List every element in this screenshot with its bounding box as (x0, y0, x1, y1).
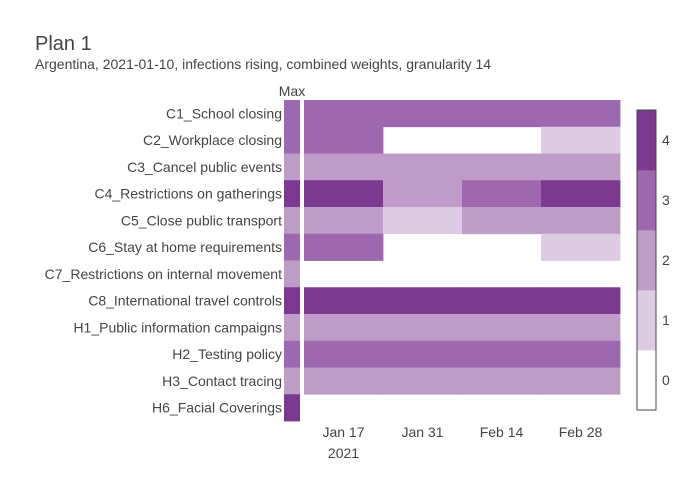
heatmap-cell (383, 340, 463, 368)
heatmap-cell (304, 180, 384, 208)
x-tick-label: Jan 31 (401, 424, 443, 440)
row-label: C6_Stay at home requirements (88, 239, 282, 255)
colorbar-segment (637, 350, 656, 411)
x-tick-label: Feb 14 (480, 424, 524, 440)
max-column-label: Max (279, 83, 305, 99)
colorbar-tick-label: 1 (662, 312, 670, 328)
heatmap-cell (541, 100, 621, 128)
max-cell (284, 367, 300, 395)
heatmap-cell (541, 126, 621, 154)
row-label: C7_Restrictions on internal movement (45, 266, 282, 282)
heatmap-cell (462, 367, 542, 395)
heatmap-cell (383, 180, 463, 208)
x-tick-sublabel: 2021 (328, 445, 359, 461)
x-tick-label: Feb 28 (559, 424, 603, 440)
max-column (284, 100, 300, 422)
heatmap-cell (383, 100, 463, 128)
heatmap-cell (541, 180, 621, 208)
colorbar-segment (637, 170, 656, 231)
heatmap-cell (383, 153, 463, 181)
max-cell (284, 394, 300, 422)
max-cell (284, 233, 300, 261)
heatmap-cell (304, 340, 384, 368)
row-label: H1_Public information campaigns (73, 319, 282, 335)
chart-title: Plan 1 (35, 33, 92, 55)
heatmap-cell (304, 207, 384, 235)
heatmap-cell (462, 287, 542, 315)
heatmap-cell (462, 100, 542, 128)
heatmap-cell (541, 153, 621, 181)
heatmap-cell (304, 100, 384, 128)
row-label: H6_Facial Coverings (152, 400, 282, 416)
row-label: C8_International travel controls (88, 293, 282, 309)
heatmap-cell (462, 180, 542, 208)
heatmap-cell (383, 367, 463, 395)
max-cell (284, 260, 300, 288)
chart-subtitle: Argentina, 2021-01-10, infections rising… (35, 56, 491, 72)
x-tick-label: Jan 17 (322, 424, 364, 440)
x-axis: Jan 17 2021 Jan 31 Feb 14 Feb 28 (322, 424, 602, 461)
colorbar-segment (637, 110, 656, 171)
row-label: C3_Cancel public events (127, 159, 282, 175)
heatmap-cell (541, 340, 621, 368)
heatmap-cell (541, 233, 621, 261)
heatmap-cell (304, 287, 384, 315)
heatmap-cell (541, 207, 621, 235)
colorbar-segment (637, 290, 656, 351)
row-label: C2_Workplace closing (143, 132, 282, 148)
row-label: C1_School closing (166, 105, 282, 121)
row-label: C4_Restrictions on gatherings (94, 186, 282, 202)
heatmap-cell (541, 367, 621, 395)
row-label: C5_Close public transport (121, 212, 282, 228)
heatmap-cell (304, 126, 384, 154)
heatmap-cell (541, 314, 621, 342)
colorbar-tick-label: 0 (662, 372, 670, 388)
max-cell (284, 207, 300, 235)
heatmap-cell (383, 314, 463, 342)
heatmap-cell (462, 340, 542, 368)
max-cell (284, 180, 300, 208)
heatmap-cell (304, 233, 384, 261)
heatmap-cells (304, 100, 621, 395)
colorbar-tick-label: 2 (662, 252, 670, 268)
max-cell (284, 126, 300, 154)
colorbar-outline (636, 109, 657, 411)
row-labels: C1_School closing C2_Workplace closing C3_… (45, 105, 282, 415)
max-cell (284, 340, 300, 368)
heatmap-cell (541, 287, 621, 315)
row-label: H2_Testing policy (172, 346, 282, 362)
heatmap-cell (462, 153, 542, 181)
colorbar-segment (637, 230, 656, 291)
max-cell (284, 100, 300, 128)
max-cell (284, 314, 300, 342)
row-label: H3_Contact tracing (162, 373, 282, 389)
heatmap-cell (383, 287, 463, 315)
heatmap-cell (304, 153, 384, 181)
heatmap-cell (304, 367, 384, 395)
max-cell (284, 287, 300, 315)
max-cell (284, 153, 300, 181)
colorbar-tick-label: 4 (662, 132, 670, 148)
colorbar: 0 1 2 3 4 (636, 109, 670, 411)
heatmap-cell (462, 314, 542, 342)
heatmap-cell (383, 207, 463, 235)
heatmap-cell (304, 314, 384, 342)
heatmap-cell (462, 207, 542, 235)
colorbar-tick-label: 3 (662, 192, 670, 208)
